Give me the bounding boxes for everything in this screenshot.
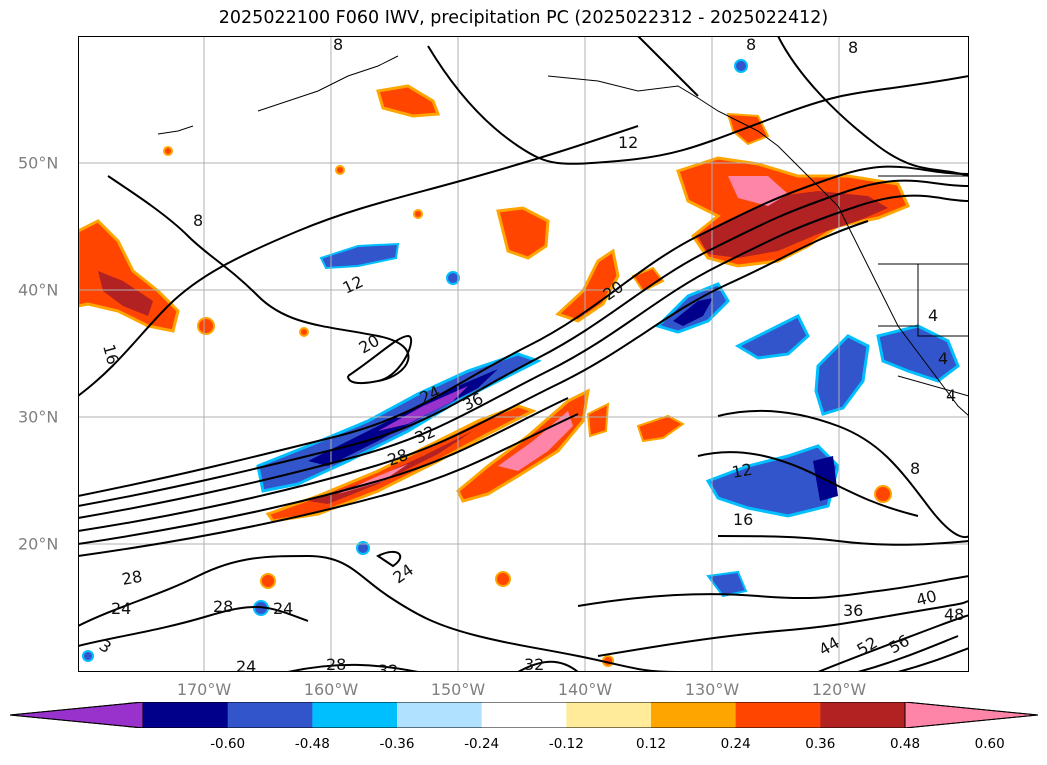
contour-label: 12	[618, 133, 638, 152]
contour-label: 8	[746, 36, 756, 54]
contour-label: 4	[928, 306, 938, 325]
colorbar-tick-label: 0.48	[889, 736, 921, 752]
lon-label: 130°W	[684, 680, 740, 699]
colorbar-tick-label: -0.24	[464, 736, 500, 752]
iwv-contours	[78, 36, 969, 672]
colorbar	[10, 702, 1038, 728]
contour-label: 8	[193, 211, 203, 230]
lat-label: 30°N	[18, 407, 59, 427]
colorbar-tick-label: -0.36	[379, 736, 415, 752]
colorbar-tick-label: -0.48	[294, 736, 330, 752]
lat-label: 40°N	[18, 280, 59, 300]
contour-label: 28	[120, 567, 143, 589]
contour-label: 8	[333, 36, 343, 54]
contour-label: 12	[730, 460, 753, 482]
colorbar-segment	[820, 702, 906, 728]
contour-label: 24	[111, 599, 131, 618]
colorbar-segment	[397, 702, 483, 728]
contour-label: 32	[378, 661, 398, 672]
colorbar-extend-low	[10, 702, 143, 728]
map-grid	[78, 36, 969, 672]
lon-label: 140°W	[557, 680, 613, 699]
contour-label: 24	[273, 599, 293, 618]
contour-label: 8	[910, 459, 920, 478]
lat-label: 50°N	[18, 153, 59, 173]
contour-label: 40	[914, 586, 939, 610]
map-frame	[78, 36, 969, 672]
precipitation-shading	[78, 59, 960, 667]
contour-label: 28	[213, 597, 233, 616]
colorbar-segment	[481, 702, 567, 728]
colorbar-tick-label: -0.12	[548, 736, 584, 752]
contour-label: 32	[524, 655, 544, 672]
colorbar-segment	[312, 702, 398, 728]
colorbar-tick-label: 0.24	[720, 736, 751, 752]
colorbar-segment	[143, 702, 229, 728]
lon-label: 120°W	[811, 680, 867, 699]
lon-label: 170°W	[176, 680, 232, 699]
map-plot-area: 8 8 8 12 8 12 20 16 20 24 36 32 28 12 16…	[78, 36, 969, 672]
map-background	[78, 36, 969, 672]
contour-label: 4	[946, 386, 956, 405]
coastlines	[157, 55, 969, 417]
colorbar-segment	[566, 702, 652, 728]
contour-label: 24	[236, 657, 256, 672]
colorbar-tick-label: -0.60	[210, 736, 246, 752]
contour-label: 4	[938, 349, 948, 368]
colorbar-tick-label: 0.36	[805, 736, 836, 752]
colorbar-tick-label: 0.12	[635, 736, 667, 752]
lon-label: 150°W	[430, 680, 486, 699]
chart-title: 2025022100 F060 IWV, precipitation PC (2…	[218, 8, 829, 28]
colorbar-segment	[227, 702, 313, 728]
lon-label: 160°W	[303, 680, 359, 699]
contour-label: 16	[99, 342, 123, 367]
lat-label: 20°N	[18, 534, 59, 554]
colorbar-segment	[651, 702, 737, 728]
contour-label: 48	[944, 605, 964, 624]
contour-label: 16	[733, 510, 753, 529]
colorbar-tick-label: 0.60	[974, 736, 1005, 752]
contour-label: 28	[326, 655, 346, 672]
contour-label: 8	[848, 38, 858, 57]
contour-label: 36	[843, 601, 863, 620]
colorbar-extend-high	[905, 702, 1038, 728]
colorbar-segment	[735, 702, 821, 728]
